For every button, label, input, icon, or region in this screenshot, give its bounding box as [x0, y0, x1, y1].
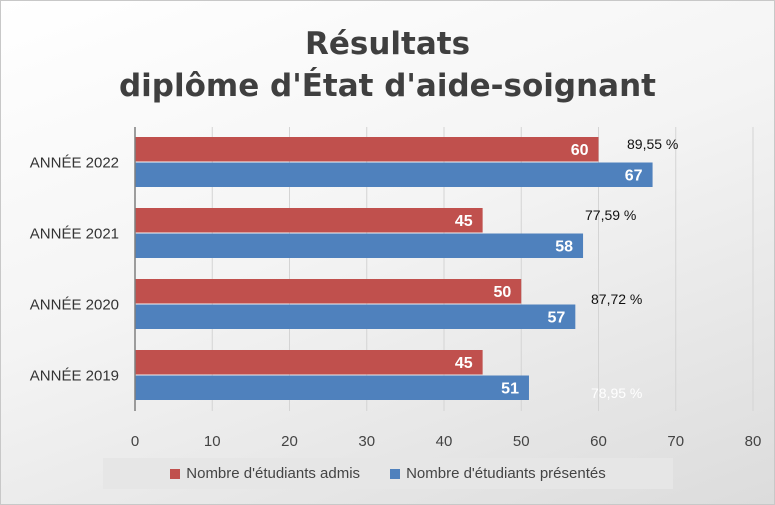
x-tick-label: 0	[131, 433, 139, 450]
data-label: 45	[455, 213, 473, 230]
legend-label-admis: Nombre d'étudiants admis	[186, 465, 361, 482]
x-tick-label: 70	[667, 433, 684, 450]
data-label: 60	[571, 142, 589, 159]
bar	[135, 162, 653, 187]
x-tick-label: 40	[436, 433, 453, 450]
percentage-annotation: 89,55 %	[627, 136, 678, 152]
legend: Nombre d'étudiants admis Nombre d'étudia…	[103, 458, 673, 489]
data-label: 57	[548, 309, 566, 326]
bar	[135, 208, 483, 233]
data-label: 51	[501, 380, 519, 397]
bar	[135, 279, 522, 304]
x-tick-label: 80	[745, 433, 762, 450]
chart-title: Résultats diplôme d'État d'aide-soignant	[1, 23, 774, 107]
data-label: 58	[555, 238, 573, 255]
legend-item-presentes: Nombre d'étudiants présentés	[390, 465, 606, 482]
bar	[135, 233, 584, 258]
legend-item-admis: Nombre d'étudiants admis	[170, 465, 360, 482]
x-tick-label: 10	[204, 433, 221, 450]
legend-swatch-admis	[170, 468, 181, 479]
data-label: 67	[625, 167, 643, 184]
x-tick-label: 50	[513, 433, 530, 450]
legend-swatch-presentes	[390, 468, 401, 479]
x-tick-label: 60	[590, 433, 607, 450]
bar	[135, 137, 599, 162]
data-label: 50	[493, 284, 511, 301]
bar	[135, 350, 483, 375]
x-tick-label: 30	[358, 433, 375, 450]
x-tick-label: 20	[281, 433, 298, 450]
percentage-annotation: 77,59 %	[585, 207, 636, 223]
chart-title-line-1: Résultats	[304, 26, 471, 62]
percentage-annotation: 87,72 %	[591, 291, 642, 307]
data-label: 45	[455, 355, 473, 372]
bar	[135, 375, 529, 400]
bar	[135, 304, 576, 329]
category-label: ANNÉE 2020	[30, 297, 119, 314]
percentage-annotation: 78,95 %	[591, 385, 642, 401]
category-label: ANNÉE 2019	[30, 368, 119, 385]
legend-label-presentes: Nombre d'étudiants présentés	[406, 465, 606, 482]
chart-title-line-2: diplôme d'État d'aide-soignant	[118, 68, 656, 104]
category-label: ANNÉE 2021	[30, 226, 119, 243]
category-label: ANNÉE 2022	[30, 155, 119, 172]
